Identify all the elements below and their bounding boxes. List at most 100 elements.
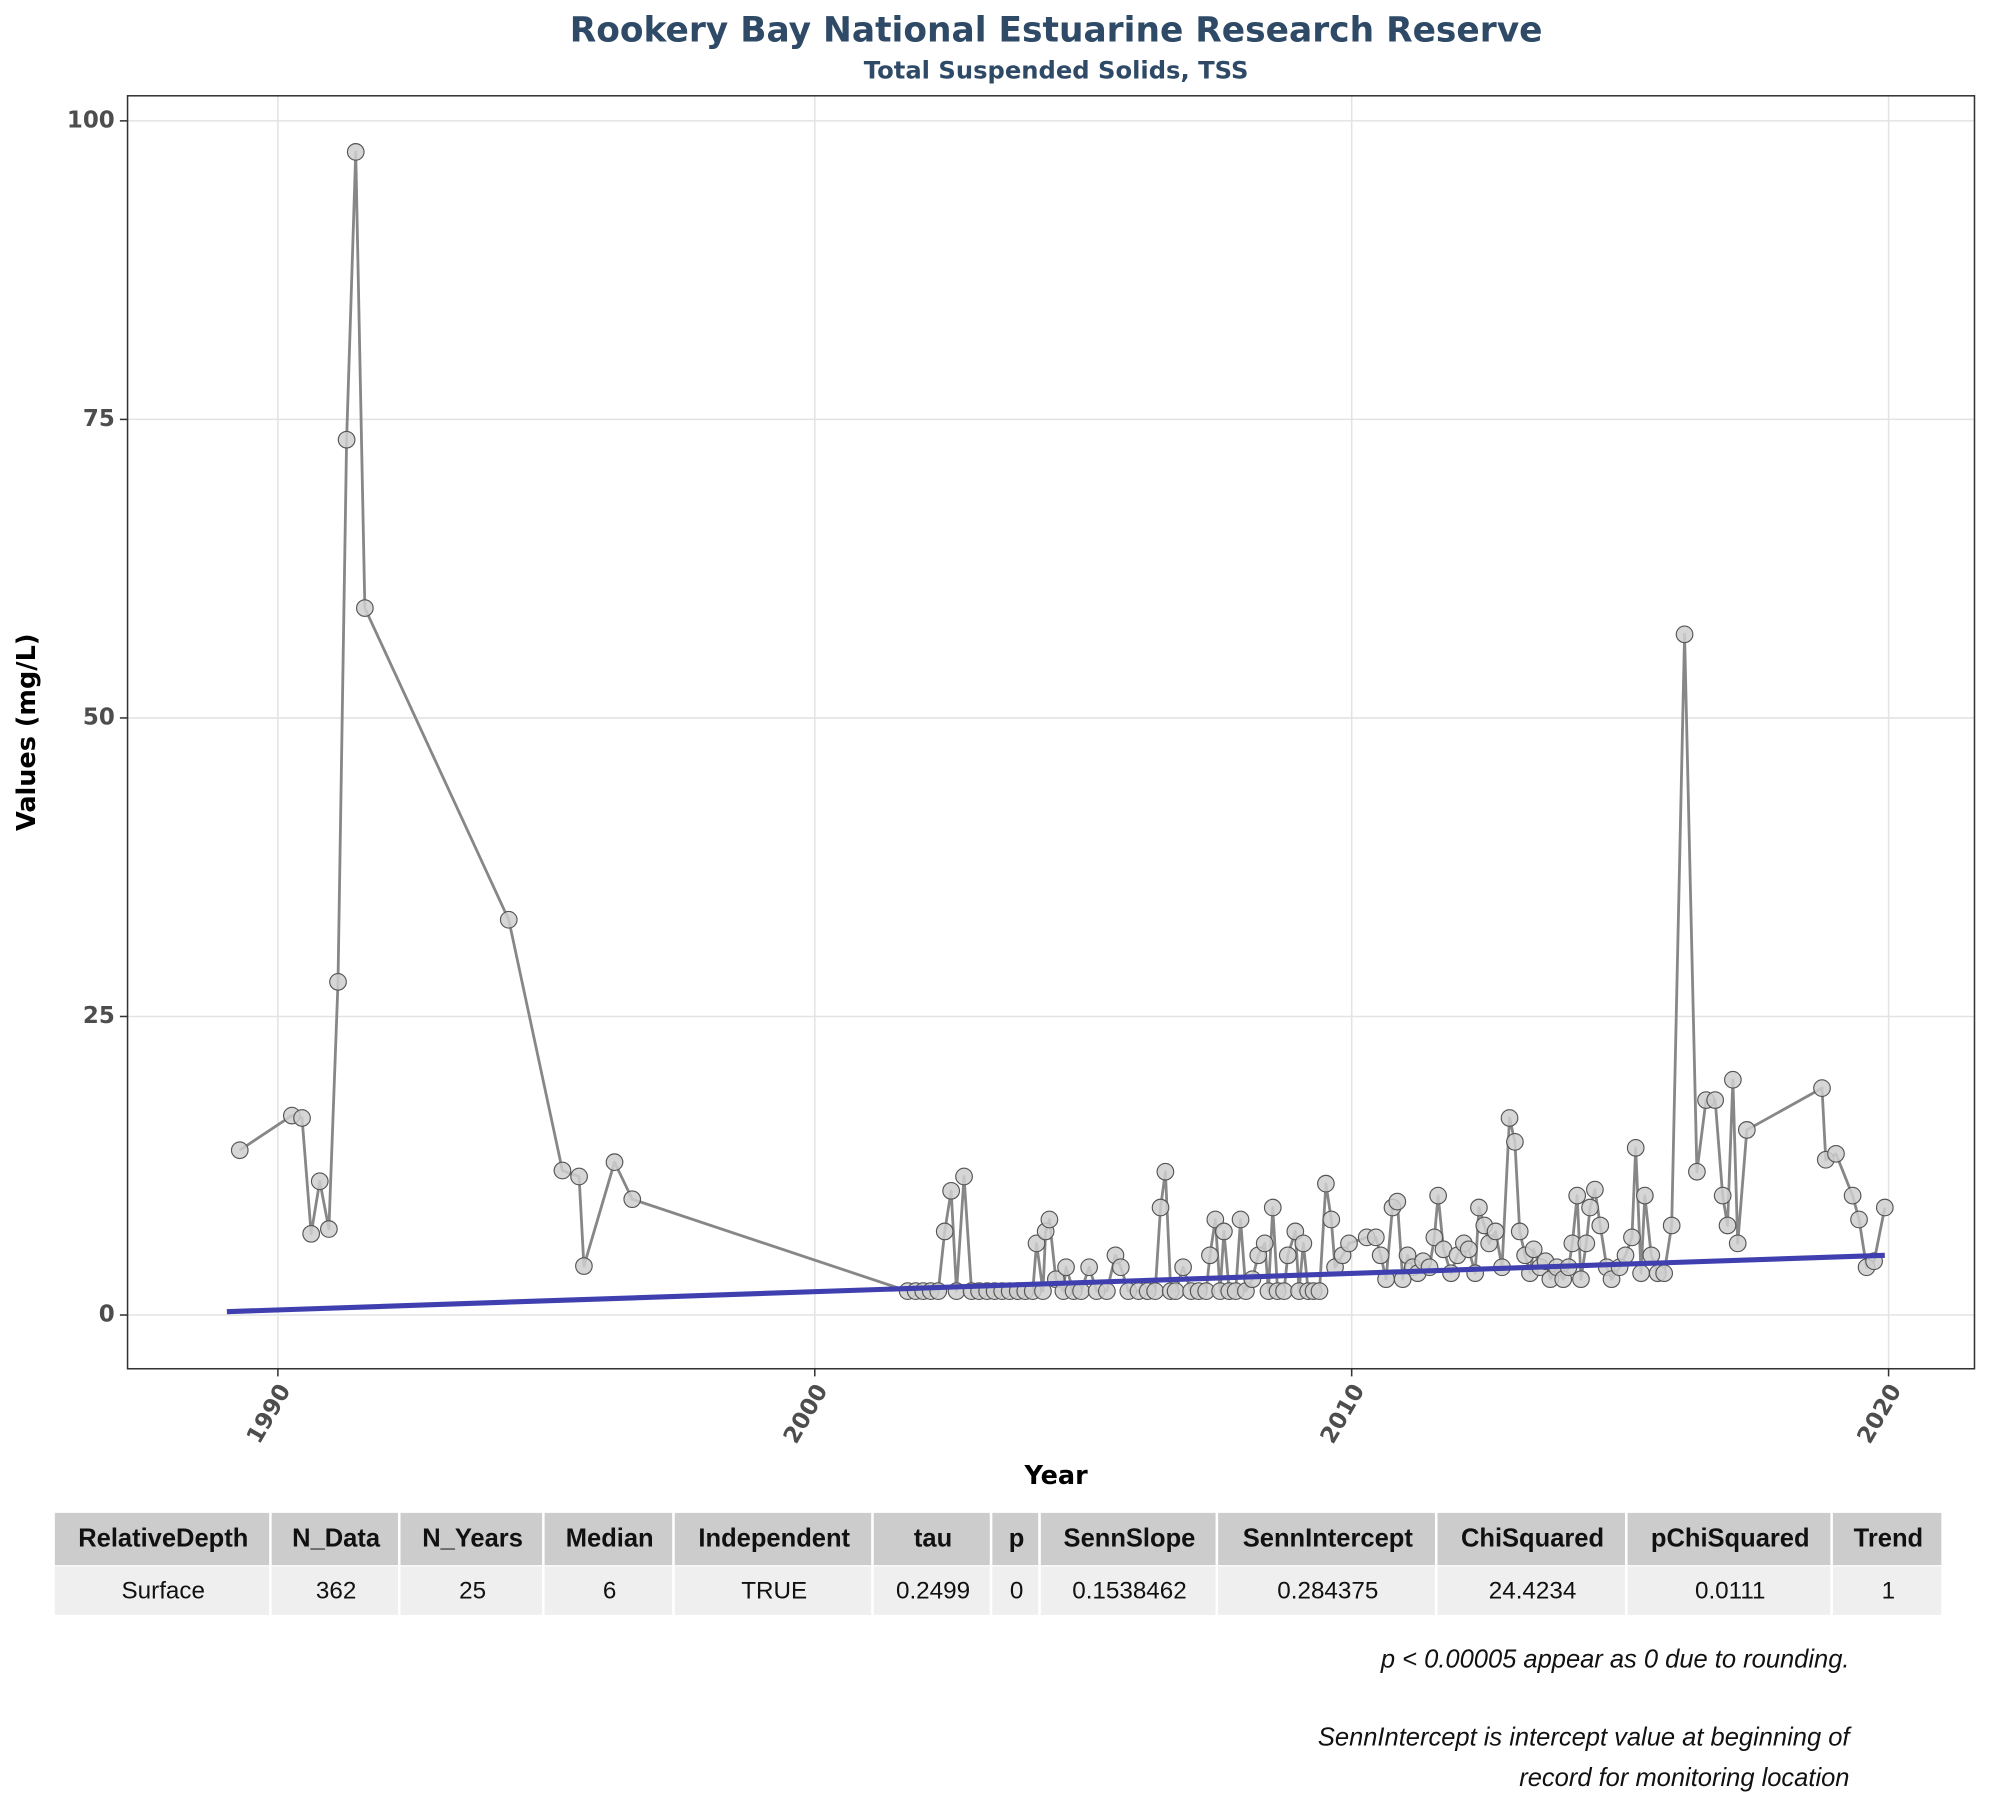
data-point bbox=[1850, 1210, 1868, 1229]
data-point bbox=[293, 1109, 311, 1127]
table-cell bbox=[1437, 1566, 1625, 1615]
data-point bbox=[337, 430, 356, 449]
data-point bbox=[1278, 1246, 1297, 1265]
header-cell bbox=[400, 1512, 543, 1566]
cell-text: 0.2499 bbox=[896, 1577, 970, 1604]
data-point bbox=[1875, 1198, 1894, 1217]
column-header: N_Data bbox=[292, 1524, 381, 1552]
data-point bbox=[1080, 1258, 1099, 1277]
data-point bbox=[942, 1181, 961, 1200]
data-point bbox=[1827, 1144, 1845, 1163]
data-point bbox=[1151, 1198, 1170, 1217]
plot-area bbox=[226, 143, 1894, 1315]
data-point bbox=[1718, 1216, 1737, 1235]
header-cell bbox=[992, 1512, 1039, 1566]
column-header: N_Years bbox=[422, 1524, 523, 1552]
data-point bbox=[1340, 1234, 1358, 1253]
header-cell bbox=[873, 1512, 990, 1566]
header-cell bbox=[1040, 1512, 1216, 1566]
data-point bbox=[1586, 1180, 1604, 1199]
data-point bbox=[623, 1190, 642, 1209]
data-point bbox=[1027, 1234, 1046, 1253]
data-point bbox=[570, 1167, 588, 1186]
data-point bbox=[1156, 1162, 1175, 1181]
data-point bbox=[1662, 1216, 1681, 1235]
chart-subtitle: Total Suspended Solids, TSS bbox=[864, 57, 1249, 85]
data-point bbox=[1524, 1240, 1543, 1259]
data-point bbox=[329, 972, 347, 991]
footnote: SennIntercept is intercept value at begi… bbox=[1318, 1723, 1853, 1751]
cell-text: 25 bbox=[459, 1577, 486, 1604]
data-point bbox=[1568, 1186, 1587, 1205]
cell-text: 0.284375 bbox=[1277, 1577, 1378, 1604]
data-point bbox=[1813, 1079, 1831, 1097]
data-point bbox=[1255, 1234, 1274, 1253]
data-point bbox=[1317, 1174, 1335, 1193]
column-header: Trend bbox=[1854, 1524, 1923, 1552]
data-point bbox=[1688, 1162, 1706, 1181]
table-cell bbox=[271, 1566, 398, 1615]
data-point bbox=[1500, 1109, 1519, 1127]
data-point bbox=[1713, 1186, 1732, 1205]
cell-text: TRUE bbox=[741, 1577, 807, 1604]
grid bbox=[127, 95, 1975, 1369]
data-point bbox=[553, 1161, 572, 1180]
data-point bbox=[1737, 1121, 1756, 1139]
data-point bbox=[1616, 1246, 1635, 1265]
data-point bbox=[575, 1257, 593, 1275]
x-tick-label: 1990 bbox=[242, 1380, 296, 1448]
data-point bbox=[1572, 1270, 1590, 1289]
data-point bbox=[1097, 1282, 1116, 1300]
data-point bbox=[1728, 1234, 1747, 1253]
data-point bbox=[1486, 1222, 1505, 1241]
header-cell bbox=[54, 1512, 270, 1566]
column-header: pChiSquared bbox=[1651, 1524, 1810, 1552]
table-cell bbox=[674, 1566, 872, 1615]
y-tick-label: 100 bbox=[67, 107, 115, 133]
cell-text: 0.0111 bbox=[1695, 1577, 1765, 1604]
column-header: RelativeDepth bbox=[78, 1524, 248, 1552]
data-point bbox=[1591, 1216, 1610, 1235]
data-point bbox=[1111, 1258, 1130, 1277]
y-tick-label: 0 bbox=[99, 1302, 115, 1328]
header-cell bbox=[271, 1512, 398, 1566]
column-header: SennIntercept bbox=[1243, 1524, 1414, 1552]
data-point bbox=[1675, 625, 1694, 644]
cell-text: 24.4234 bbox=[1489, 1577, 1577, 1604]
data-point bbox=[1510, 1222, 1529, 1241]
column-header: SennSlope bbox=[1064, 1524, 1196, 1552]
data-point bbox=[1174, 1258, 1192, 1277]
column-header: Median bbox=[566, 1524, 654, 1552]
table-cell bbox=[1218, 1566, 1435, 1615]
data-point bbox=[1388, 1192, 1407, 1211]
x-axis-title: Year bbox=[1024, 1461, 1089, 1491]
x-tick-label: 2020 bbox=[1853, 1380, 1907, 1448]
header-cell bbox=[674, 1512, 872, 1566]
data-point bbox=[1057, 1258, 1075, 1277]
data-point bbox=[1635, 1186, 1654, 1205]
y-axis-title: Values (mg/L) bbox=[12, 634, 42, 832]
header-cell bbox=[1832, 1512, 1942, 1566]
column-header: Independent bbox=[698, 1524, 850, 1552]
y-tick-label: 75 bbox=[83, 406, 115, 432]
x-tick-label: 2000 bbox=[779, 1380, 833, 1448]
panel-border bbox=[126, 95, 1976, 1370]
data-point bbox=[1166, 1282, 1185, 1300]
data-point bbox=[1429, 1186, 1447, 1205]
data-point bbox=[935, 1222, 954, 1241]
data-point bbox=[302, 1224, 321, 1243]
cell-text: 362 bbox=[316, 1577, 356, 1604]
table-cell bbox=[54, 1566, 270, 1615]
data-point bbox=[1843, 1186, 1862, 1205]
data-point bbox=[1623, 1228, 1641, 1247]
x-tick-label: 2010 bbox=[1316, 1380, 1370, 1448]
data-point bbox=[310, 1172, 329, 1191]
cell-text: 0.1538462 bbox=[1072, 1577, 1186, 1604]
data-point bbox=[1581, 1198, 1599, 1217]
data-point bbox=[355, 599, 374, 617]
data-point bbox=[1206, 1210, 1225, 1229]
data-point bbox=[1366, 1228, 1385, 1247]
header-cell bbox=[544, 1512, 673, 1566]
data-point bbox=[1655, 1264, 1674, 1283]
header-cell bbox=[1437, 1512, 1625, 1566]
